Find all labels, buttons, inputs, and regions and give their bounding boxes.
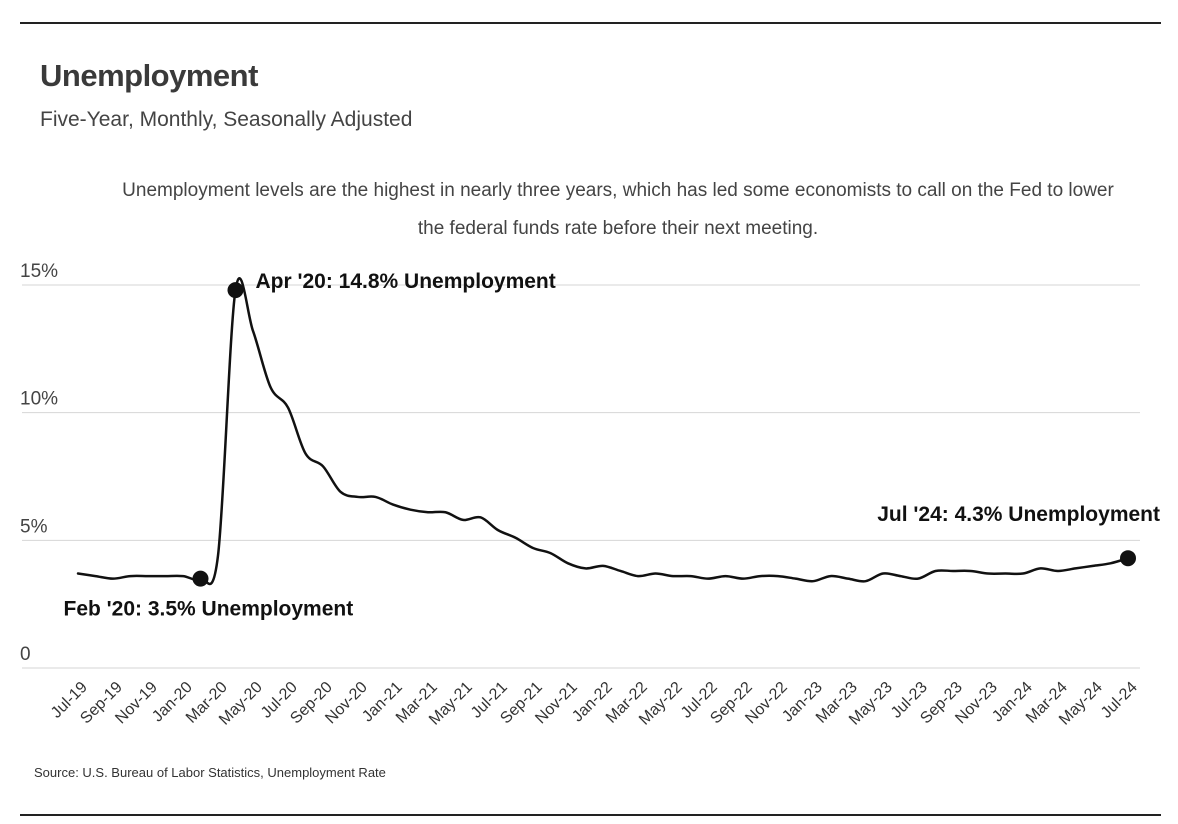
- x-tick-label: Jul-24: [1098, 679, 1141, 722]
- bottom-rule: [20, 814, 1161, 816]
- grid-lines: [22, 284, 1140, 669]
- annotation-label: Feb '20: 3.5% Unemployment: [64, 598, 354, 621]
- annotation-label: Jul '24: 4.3% Unemployment: [877, 503, 1160, 526]
- annotation-point: [192, 570, 209, 587]
- chart-title: Unemployment: [40, 58, 258, 93]
- annotation-point: [227, 282, 244, 299]
- annotations: Feb '20: 3.5% Unemployment Apr '20: 14.8%…: [64, 270, 1161, 621]
- y-tick-label: 0: [20, 644, 31, 665]
- x-axis-ticks: Jul-19Sep-19Nov-19Jan-20Mar-20May-20Jul-…: [48, 679, 1141, 729]
- chart-subtitle: Five-Year, Monthly, Seasonally Adjusted: [40, 108, 413, 131]
- y-tick-label: 10%: [20, 389, 58, 410]
- y-tick-label: 5%: [20, 516, 48, 537]
- y-axis-ticks: 0 5% 10% 15%: [20, 261, 58, 665]
- annotation-point: [1120, 550, 1136, 567]
- unemployment-series-line: [76, 277, 1130, 586]
- top-rule: [20, 22, 1161, 24]
- chart-note: Unemployment levels are the highest in n…: [122, 180, 1114, 239]
- y-tick-label: 15%: [20, 261, 58, 282]
- source-note: Source: U.S. Bureau of Labor Statistics,…: [34, 765, 386, 780]
- annotation-label: Apr '20: 14.8% Unemployment: [256, 270, 556, 293]
